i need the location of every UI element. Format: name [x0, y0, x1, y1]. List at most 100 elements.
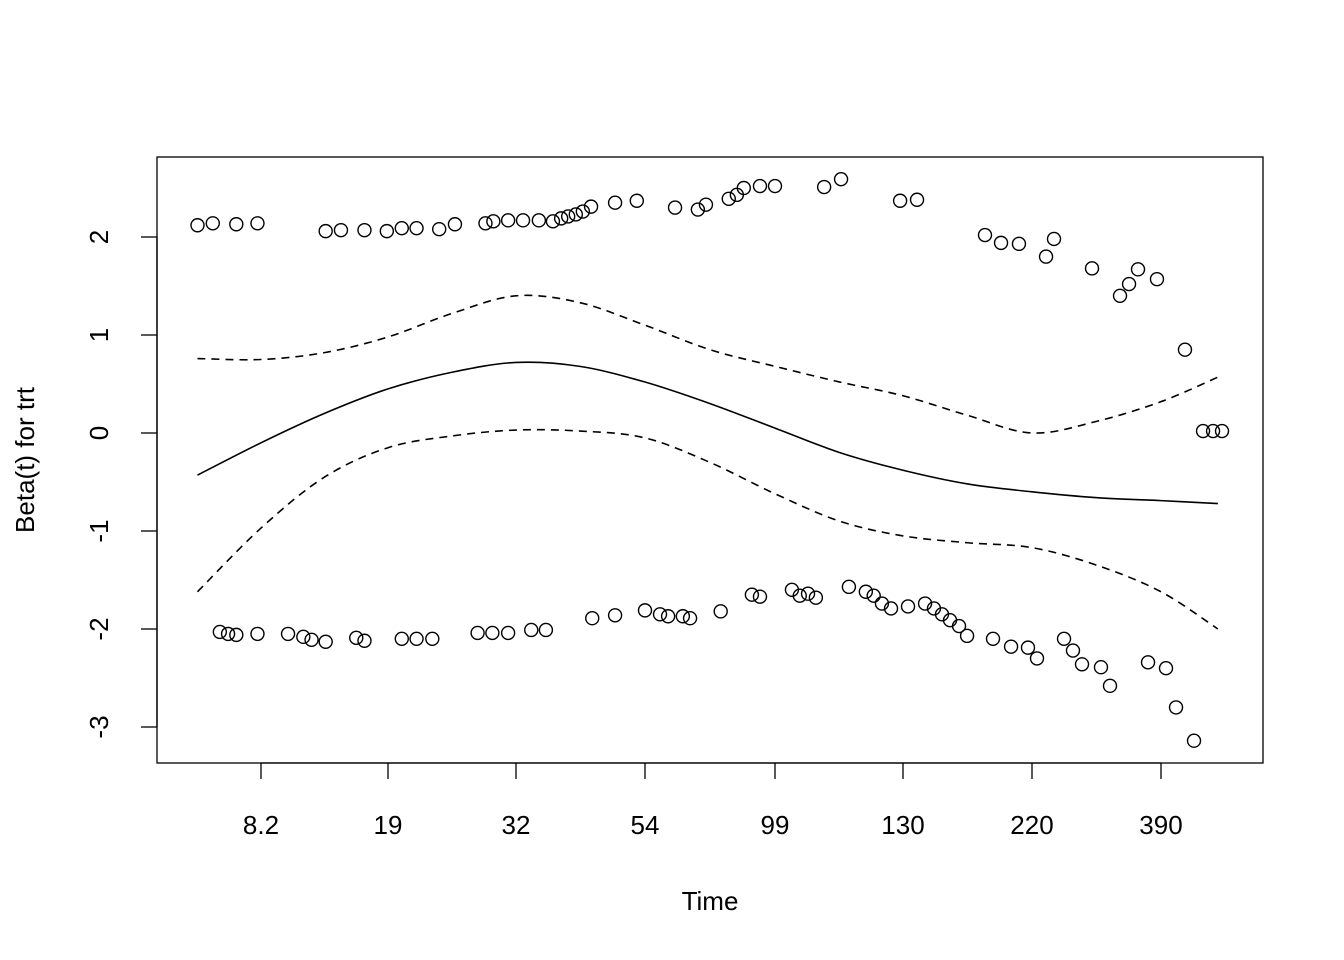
- residual-point: [553, 211, 569, 226]
- residual-point: [607, 195, 623, 210]
- residual-point: [874, 596, 890, 611]
- y-tick-label: 2: [84, 230, 114, 244]
- residual-point: [212, 624, 228, 640]
- residual-point: [583, 199, 599, 214]
- x-tick-label: 99: [761, 810, 790, 840]
- residual-point: [568, 207, 584, 222]
- y-tick-label: -3: [84, 715, 114, 738]
- curves: [196, 294, 1219, 630]
- residual-point: [736, 180, 751, 196]
- residual-point: [318, 223, 333, 239]
- residual-point: [560, 209, 576, 224]
- x-tick-label: 220: [1010, 810, 1053, 840]
- residual-point: [333, 222, 349, 238]
- y-axis: -3 -2 -1 0 1 2: [84, 230, 158, 739]
- y-axis-label: Beta(t) for trt: [10, 386, 40, 533]
- residual-point: [531, 213, 547, 228]
- residual-point: [425, 631, 440, 646]
- residual-point: [1112, 288, 1128, 303]
- residual-point: [409, 220, 424, 236]
- residual-point: [752, 178, 768, 194]
- residual-point: [744, 587, 760, 602]
- residual-point: [713, 604, 728, 619]
- residual-point: [585, 611, 600, 626]
- residual-point: [866, 588, 881, 603]
- residual-point: [357, 633, 372, 648]
- residual-point: [667, 200, 683, 215]
- residual-point: [607, 608, 623, 623]
- residual-point: [1205, 423, 1221, 439]
- y-tick-label: -1: [84, 519, 114, 542]
- points: [190, 171, 1230, 748]
- residual-point: [524, 622, 539, 638]
- residual-point: [808, 590, 824, 605]
- residual-point: [296, 629, 311, 645]
- residual-point: [1046, 231, 1062, 247]
- residual-point: [1130, 262, 1146, 277]
- x-tick-label: 54: [631, 810, 660, 840]
- residual-point: [220, 626, 236, 642]
- residual-point: [752, 589, 768, 604]
- residual-point: [432, 221, 447, 237]
- x-tick-label: 19: [374, 810, 403, 840]
- residual-point: [729, 187, 745, 203]
- residual-point: [1168, 700, 1184, 715]
- residual-point: [690, 202, 706, 217]
- residual-point: [470, 625, 485, 641]
- residual-point: [1038, 249, 1054, 264]
- residual-point: [1056, 631, 1072, 646]
- residual-point: [1029, 651, 1045, 666]
- x-tick-label: 390: [1139, 810, 1182, 840]
- residual-point: [767, 178, 783, 194]
- residual-point: [652, 607, 668, 622]
- residual-point: [800, 586, 816, 601]
- residual-point: [883, 601, 899, 616]
- residual-point: [229, 217, 244, 232]
- x-axis: 8.2 19 32 54 99 130 220 390: [243, 762, 1183, 840]
- residual-point: [394, 631, 409, 646]
- residual-point: [1020, 640, 1036, 655]
- residual-point: [1102, 678, 1118, 694]
- residual-point: [250, 216, 265, 231]
- residual-point: [1186, 733, 1202, 748]
- residual-point: [909, 192, 925, 207]
- x-tick-label: 8.2: [243, 810, 279, 840]
- residual-point: [792, 588, 807, 603]
- y-tick-label: 1: [84, 328, 114, 342]
- residual-point: [721, 191, 736, 206]
- residual-point: [1149, 271, 1165, 287]
- residual-point: [349, 630, 364, 646]
- residual-point: [1011, 236, 1027, 252]
- residual-point: [515, 213, 531, 228]
- residual-point: [833, 171, 849, 187]
- residual-point: [205, 216, 220, 231]
- residual-point: [698, 197, 714, 212]
- residual-point: [190, 218, 205, 233]
- upper-ci-line: [197, 294, 1219, 434]
- residual-point: [917, 596, 933, 611]
- residual-point: [816, 179, 832, 195]
- residual-point: [858, 584, 874, 599]
- residual-point: [500, 625, 516, 641]
- residual-point: [660, 609, 676, 624]
- residual-point: [841, 579, 857, 595]
- residual-point: [900, 599, 916, 614]
- residual-point: [318, 634, 333, 649]
- residual-point: [538, 622, 554, 638]
- residual-point: [1177, 342, 1193, 357]
- residual-point: [1084, 261, 1100, 276]
- residual-point: [478, 216, 493, 231]
- residual-point: [1121, 276, 1137, 292]
- y-tick-label: 0: [84, 426, 114, 440]
- residual-point: [409, 631, 424, 646]
- residual-point: [1158, 661, 1174, 676]
- residual-point: [1003, 639, 1019, 654]
- residual-point: [977, 227, 993, 243]
- residual-point: [1214, 423, 1230, 439]
- residual-point: [575, 204, 591, 219]
- residual-point: [500, 213, 516, 228]
- residual-point: [485, 625, 500, 641]
- x-axis-label: Time: [682, 886, 739, 916]
- residual-point: [951, 618, 967, 634]
